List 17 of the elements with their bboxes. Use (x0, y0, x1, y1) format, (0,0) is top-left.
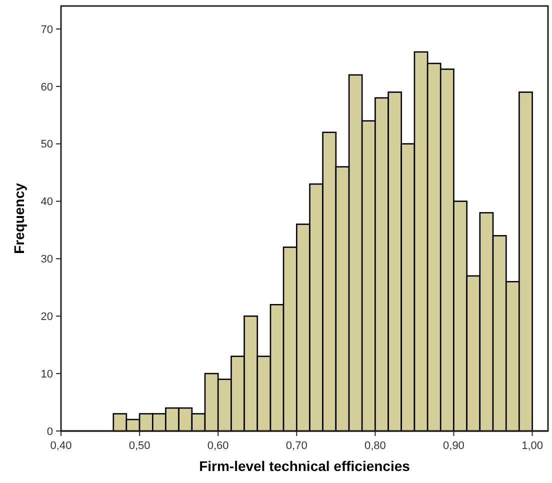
y-tick-label: 30 (40, 254, 53, 266)
x-tick-label: 0,80 (364, 440, 386, 452)
x-tick-label: 0,90 (443, 440, 464, 452)
y-tick-label: 60 (40, 81, 53, 94)
x-tick-label: 0,60 (207, 440, 229, 452)
y-tick-label: 40 (40, 196, 53, 208)
y-tick-label: 70 (40, 24, 53, 36)
x-tick-label: 0,40 (50, 440, 72, 452)
x-tick-label: 0,70 (286, 440, 308, 452)
y-tick-label: 50 (40, 138, 53, 151)
y-tick-label: 10 (40, 368, 53, 380)
y-tick-label: 20 (40, 310, 53, 323)
x-axis-title: Firm-level technical efficiencies (199, 458, 410, 474)
y-tick-label: 0 (46, 426, 53, 438)
x-tick-label: 1,00 (522, 440, 543, 452)
y-axis-title: Frequency (11, 182, 27, 254)
x-tick-label: 0,50 (128, 440, 150, 452)
